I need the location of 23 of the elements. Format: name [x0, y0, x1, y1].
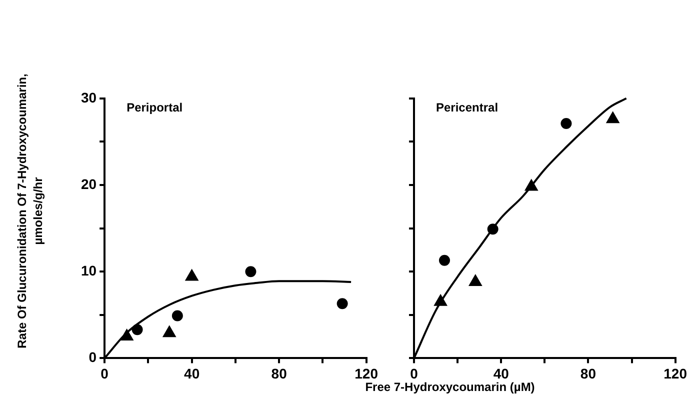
- y-tick-label: 20: [80, 176, 97, 192]
- y-tick-label: 10: [80, 262, 97, 278]
- x-axis-title: Free 7-Hydroxycoumarin (µM): [364, 380, 536, 394]
- point: [469, 274, 482, 286]
- x-tick-label: 0: [100, 365, 109, 382]
- x-tick-label: 120: [664, 365, 688, 382]
- x-tick-label: 120: [354, 365, 378, 382]
- point: [560, 118, 572, 130]
- y-axis-title: Rate Of Glucuronidation Of 7-Hydroxycoumarin, µmoles/g/hr: [14, 72, 46, 350]
- y-tick-label: 0: [88, 349, 97, 366]
- x-tick-label: 80: [271, 365, 288, 382]
- x-tick-label: 40: [184, 365, 200, 382]
- x-tick-label: 40: [493, 365, 510, 382]
- chart-title: Pericentral: [436, 100, 498, 115]
- x-tick-label: 80: [580, 365, 596, 382]
- point: [487, 224, 498, 235]
- chart-title: Periportal: [126, 100, 183, 115]
- point: [438, 254, 450, 266]
- y-tick-label: 30: [80, 89, 97, 106]
- x-tick-label: 0: [410, 365, 418, 382]
- point: [606, 112, 620, 124]
- point: [525, 180, 538, 191]
- point: [434, 294, 447, 306]
